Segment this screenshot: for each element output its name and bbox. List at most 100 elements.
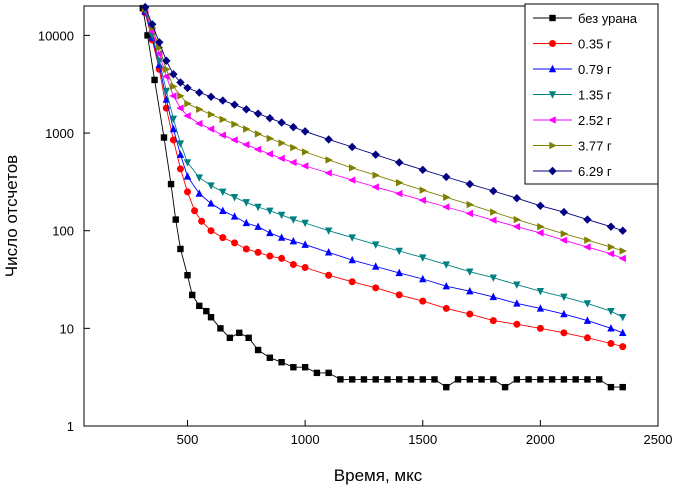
data-point (206, 125, 215, 133)
data-point (419, 297, 427, 305)
data-point (324, 169, 332, 177)
data-point (226, 334, 234, 342)
data-point (236, 329, 243, 337)
data-point (176, 104, 184, 112)
data-point (254, 248, 262, 256)
data-point (290, 143, 298, 152)
data-point (231, 120, 239, 128)
data-point (196, 302, 203, 310)
data-point (583, 334, 591, 342)
data-point (219, 115, 227, 124)
data-point (583, 215, 592, 224)
data-point (442, 261, 450, 269)
data-point (607, 383, 615, 391)
data-point (151, 76, 158, 84)
data-point (324, 135, 333, 144)
data-point (301, 219, 309, 228)
data-point (207, 227, 215, 235)
legend-marker (549, 40, 556, 47)
data-point (395, 158, 404, 167)
data-point (219, 206, 227, 214)
data-point (170, 82, 178, 91)
data-point (169, 70, 178, 79)
data-point (206, 92, 216, 102)
y-tick-label: 100 (52, 224, 74, 239)
data-point (360, 376, 368, 383)
data-point (513, 281, 521, 289)
data-point (301, 364, 309, 371)
data-point (325, 271, 333, 279)
data-point (219, 234, 227, 242)
data-point (396, 179, 404, 187)
x-tick-label: 1500 (408, 432, 437, 447)
data-point (384, 376, 391, 383)
data-point (266, 228, 274, 237)
data-point (278, 359, 285, 366)
data-point (536, 201, 545, 210)
data-point (172, 216, 179, 223)
data-point (218, 96, 227, 105)
series-layer (139, 2, 627, 391)
data-point (189, 291, 196, 299)
data-point (348, 376, 356, 383)
data-point (184, 99, 192, 108)
data-point (512, 222, 521, 231)
data-point (266, 354, 274, 361)
data-point (371, 150, 380, 159)
legend-entry: 0.79 г (533, 62, 612, 77)
y-tick-label: 1000 (45, 126, 74, 141)
data-point (513, 299, 521, 307)
data-point (195, 88, 204, 97)
data-point (207, 110, 216, 119)
data-point (419, 274, 427, 283)
data-point (183, 159, 192, 167)
data-point (512, 194, 522, 203)
data-point (266, 134, 275, 143)
data-point (606, 250, 615, 258)
data-point (466, 287, 474, 295)
data-point (162, 87, 171, 96)
data-point (207, 182, 215, 190)
data-point (513, 320, 521, 328)
data-point (442, 304, 450, 312)
data-point (324, 227, 333, 235)
data-point (254, 203, 262, 212)
data-point (169, 136, 177, 144)
data-point (231, 239, 239, 247)
data-point (395, 247, 403, 256)
data-point (183, 83, 192, 93)
data-point (559, 207, 569, 217)
data-point (607, 243, 616, 251)
data-point (265, 113, 275, 123)
data-point (560, 376, 568, 383)
data-point (195, 174, 203, 182)
data-point (144, 32, 151, 39)
y-axis: 1 10 100 1000 10000 (38, 28, 90, 434)
y-tick-label: 1 (67, 419, 74, 434)
data-point (431, 376, 438, 383)
data-point (289, 261, 297, 269)
y-tick-label: 10000 (38, 28, 74, 43)
data-point (407, 376, 415, 383)
data-point (219, 188, 227, 197)
legend-marker (549, 141, 557, 150)
data-point (176, 150, 185, 158)
data-point (372, 376, 379, 383)
x-tick-label: 2500 (644, 432, 673, 447)
data-point (242, 218, 251, 227)
data-point (289, 216, 298, 224)
data-point (184, 188, 192, 196)
data-point (325, 156, 333, 164)
data-point (442, 203, 450, 211)
data-point (313, 369, 321, 377)
data-point (266, 207, 274, 215)
data-point (207, 314, 215, 321)
data-point (230, 136, 238, 144)
legend: без урана 0.35 г 0.79 г 1.35 г 2.52 г 3.77 г 6… (524, 3, 659, 185)
data-point (619, 247, 627, 255)
data-point (371, 183, 379, 191)
data-point (242, 199, 251, 207)
legend-entry: 6.29 г (533, 164, 612, 179)
legend-marker (548, 64, 557, 73)
data-point (243, 125, 251, 133)
